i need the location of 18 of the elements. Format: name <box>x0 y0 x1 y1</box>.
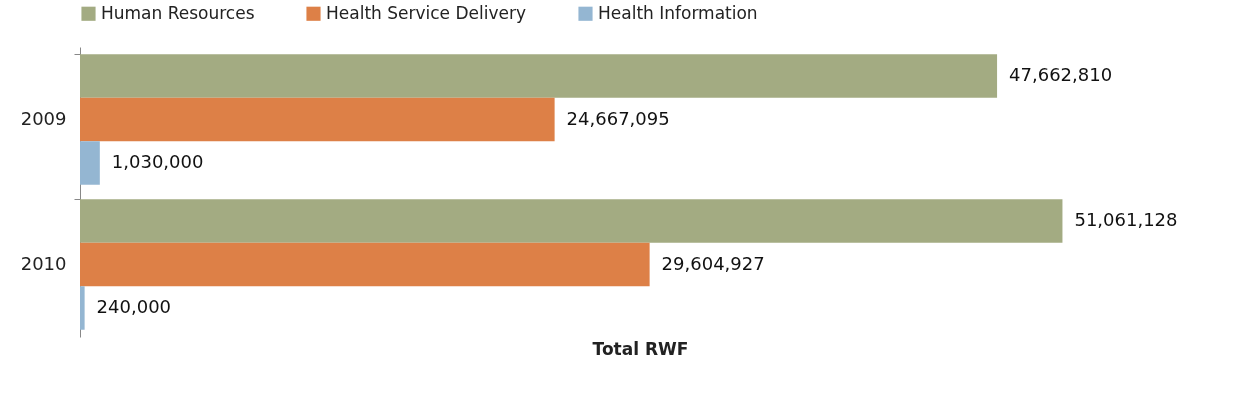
bar <box>80 199 1063 243</box>
bar <box>80 54 998 98</box>
data-label: 240,000 <box>96 296 172 317</box>
y-tick-label: 2009 <box>20 107 67 129</box>
data-label: 29,604,927 <box>661 252 765 274</box>
data-label: 1,030,000 <box>111 151 204 172</box>
legend-label: Human Resources <box>101 2 255 23</box>
data-label: 51,061,128 <box>1074 209 1178 230</box>
data-label: 24,667,095 <box>566 107 670 129</box>
x-axis-title: Total RWF <box>592 338 689 359</box>
bar <box>80 141 100 185</box>
y-tick-label: 2010 <box>20 252 67 274</box>
data-label: 47,662,810 <box>1009 64 1113 85</box>
bar <box>80 242 650 287</box>
bar <box>80 286 85 330</box>
legend-label: Health Service Delivery <box>326 2 527 23</box>
legend-label: Health Information <box>598 2 758 23</box>
bar <box>80 97 555 142</box>
